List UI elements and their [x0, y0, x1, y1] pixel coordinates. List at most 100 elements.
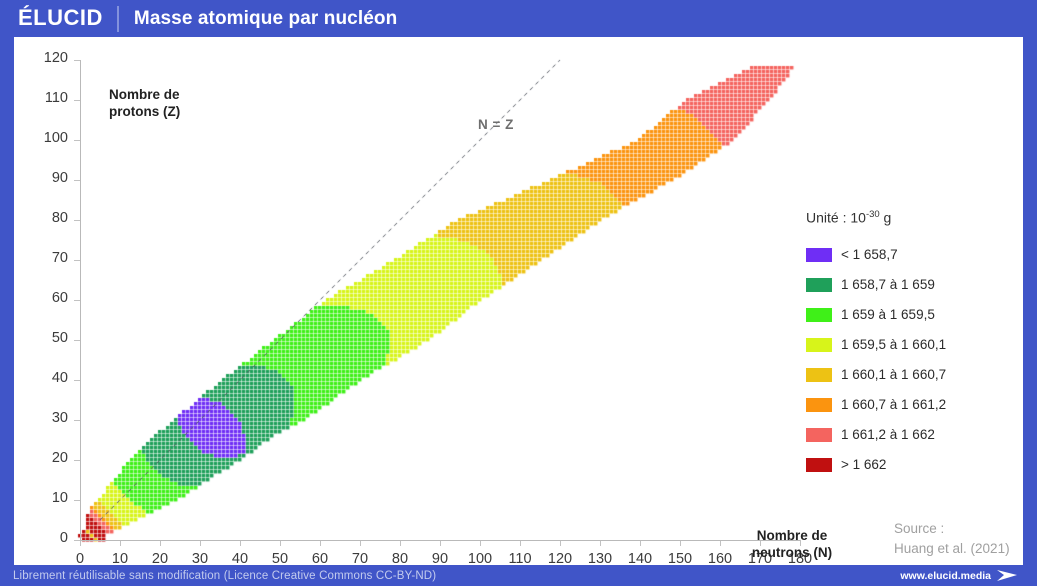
legend-item: 1 659,5 à 1 660,1	[806, 330, 1021, 360]
x-tick-mark	[400, 540, 401, 546]
legend-item-label: 1 661,2 à 1 662	[841, 427, 935, 443]
x-tick-mark	[800, 540, 801, 546]
legend-color-swatch	[806, 367, 832, 382]
y-tick-label: 60	[51, 290, 68, 306]
x-tick-mark	[280, 540, 281, 546]
source-note: Source : Huang et al. (2021)	[894, 519, 1010, 558]
legend-color-swatch	[806, 397, 832, 412]
y-tick-mark	[74, 340, 80, 341]
nuclide-chart-canvas	[14, 37, 1023, 565]
legend-item-label: 1 660,1 à 1 660,7	[841, 367, 947, 383]
x-tick-mark	[680, 540, 681, 546]
legend-item-label: 1 659 à 1 659,5	[841, 307, 935, 323]
y-tick-mark	[74, 180, 80, 181]
x-tick-mark	[120, 540, 121, 546]
x-tick-label: 40	[231, 551, 249, 567]
legend-item-label: < 1 658,7	[841, 247, 898, 263]
x-axis-title: Nombre de neutrons (N)	[751, 528, 833, 560]
x-tick-label: 100	[467, 551, 493, 567]
y-tick-label: 80	[51, 210, 68, 226]
y-tick-mark	[74, 260, 80, 261]
legend-color-swatch	[806, 457, 832, 472]
legend-color-swatch	[806, 337, 832, 352]
legend-color-swatch	[806, 427, 832, 442]
x-tick-label: 80	[391, 551, 409, 567]
legend-unit-exponent: -30	[865, 209, 880, 220]
license-text: Librement réutilisable sans modification…	[13, 569, 437, 582]
x-tick-mark	[80, 540, 81, 546]
legend-color-swatch	[806, 247, 832, 262]
y-tick-label: 100	[43, 130, 68, 146]
legend-items: < 1 658,7 1 658,7 à 1 659 1 659 à 1 659,5 1…	[806, 240, 1021, 480]
y-tick-label: 120	[43, 50, 68, 66]
y-tick-mark	[74, 300, 80, 301]
source-line-2: Huang et al. (2021)	[894, 540, 1010, 556]
y-tick-mark	[74, 140, 80, 141]
x-tick-mark	[320, 540, 321, 546]
source-line-1: Source :	[894, 521, 945, 536]
legend-item: 1 659 à 1 659,5	[806, 300, 1021, 330]
x-tick-mark	[440, 540, 441, 546]
x-tick-label: 150	[667, 551, 693, 567]
x-tick-mark	[720, 540, 721, 546]
x-tick-mark	[160, 540, 161, 546]
page-title: Masse atomique par nucléon	[133, 7, 398, 29]
x-tick-label: 10	[111, 551, 129, 567]
x-tick-label: 50	[271, 551, 289, 567]
x-tick-mark	[480, 540, 481, 546]
header-divider	[116, 5, 119, 32]
x-tick-label: 70	[351, 551, 369, 567]
brand-logo: ÉLUCID	[18, 4, 103, 30]
legend: Unité : 10-30 g < 1 658,7 1 658,7 à 1 659…	[806, 209, 1021, 480]
x-tick-label: 130	[587, 551, 613, 567]
x-tick-mark	[560, 540, 561, 546]
chart-card: 0 10 20 30 40 50 60 70 80 90 100 110 120 0 10 20 30 40 50 6…	[14, 37, 1023, 567]
y-tick-label: 40	[51, 370, 68, 386]
nz-diagonal-label: N = Z	[478, 117, 514, 132]
y-tick-mark	[74, 100, 80, 101]
x-tick-label: 30	[191, 551, 209, 567]
y-tick-label: 30	[51, 410, 68, 426]
x-tick-mark	[360, 540, 361, 546]
y-tick-label: 90	[51, 170, 68, 186]
y-tick-label: 20	[51, 450, 68, 466]
website-label: www.elucid.media	[900, 569, 991, 582]
legend-item-label: 1 659,5 à 1 660,1	[841, 337, 947, 353]
y-axis-line	[80, 60, 81, 540]
y-tick-label: 70	[51, 250, 68, 266]
legend-item: 1 658,7 à 1 659	[806, 270, 1021, 300]
x-tick-label: 160	[707, 551, 733, 567]
y-tick-mark	[74, 420, 80, 421]
x-tick-mark	[600, 540, 601, 546]
legend-color-swatch	[806, 277, 832, 292]
x-tick-label: 120	[547, 551, 573, 567]
x-tick-mark	[520, 540, 521, 546]
y-tick-mark	[74, 220, 80, 221]
x-tick-mark	[760, 540, 761, 546]
legend-item-label: 1 658,7 à 1 659	[841, 277, 935, 293]
y-tick-mark	[74, 60, 80, 61]
y-tick-mark	[74, 540, 80, 541]
y-tick-label: 110	[44, 90, 68, 106]
x-tick-mark	[200, 540, 201, 546]
x-axis-line	[80, 540, 800, 541]
legend-item: 1 660,7 à 1 661,2	[806, 390, 1021, 420]
legend-item: < 1 658,7	[806, 240, 1021, 270]
legend-unit-label: Unité : 10-30 g	[806, 209, 1021, 226]
x-tick-mark	[240, 540, 241, 546]
y-axis-title: Nombre de protons (Z)	[109, 87, 181, 119]
x-tick-mark	[640, 540, 641, 546]
legend-unit-prefix: Unité : 10	[806, 209, 866, 226]
x-tick-label: 170	[747, 551, 773, 567]
footer-bar: Librement réutilisable sans modification…	[0, 565, 1037, 586]
legend-item-label: > 1 662	[841, 457, 887, 473]
y-tick-mark	[74, 380, 80, 381]
x-tick-label: 110	[508, 551, 532, 567]
y-tick-label: 50	[51, 330, 68, 346]
legend-item: 1 660,1 à 1 660,7	[806, 360, 1021, 390]
x-tick-label: 60	[311, 551, 329, 567]
elucid-arrow-icon	[997, 570, 1017, 581]
header-bar: ÉLUCID Masse atomique par nucléon	[0, 0, 1037, 37]
legend-item-label: 1 660,7 à 1 661,2	[841, 397, 947, 413]
